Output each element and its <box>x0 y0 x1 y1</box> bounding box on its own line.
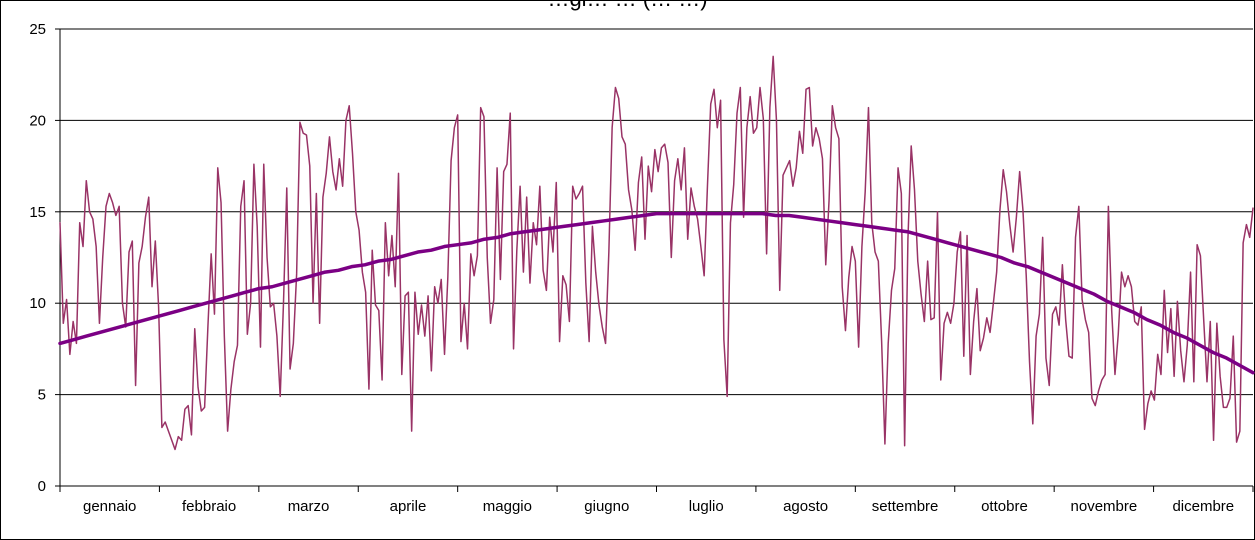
y-tick-label-25: 25 <box>29 21 46 38</box>
series-line-trend <box>58 211 1255 375</box>
chart-title: …gi… … (… …) <box>0 0 1255 12</box>
y-tick-label-20: 20 <box>29 112 46 129</box>
x-tick-label-luglio: luglio <box>689 498 724 515</box>
x-tick-label-giugno: giugno <box>584 498 629 515</box>
x-tick-label-marzo: marzo <box>288 498 330 515</box>
series-lines <box>58 55 1255 451</box>
y-tick-label-10: 10 <box>29 295 46 312</box>
x-tick-label-novembre: novembre <box>1071 498 1138 515</box>
x-tick-label-ottobre: ottobre <box>981 498 1028 515</box>
x-tick-label-agosto: agosto <box>783 498 828 515</box>
y-tick-label-5: 5 <box>38 387 46 404</box>
x-axis-ticks: gennaio febbraio marzo aprile maggio giugno lu… <box>59 486 1254 515</box>
x-tick-label-gennaio: gennaio <box>83 498 136 515</box>
x-tick-label-settembre: settembre <box>872 498 939 515</box>
y-tick-label-0: 0 <box>38 478 46 495</box>
x-tick-label-dicembre: dicembre <box>1172 498 1234 515</box>
series-line-daily <box>59 55 1254 451</box>
x-tick-label-maggio: maggio <box>483 498 532 515</box>
x-tick-label-aprile: aprile <box>390 498 427 515</box>
y-axis-ticks: 0 5 10 15 20 25 <box>29 21 60 495</box>
x-tick-label-febbraio: febbraio <box>182 498 236 515</box>
y-tick-label-15: 15 <box>29 204 46 221</box>
